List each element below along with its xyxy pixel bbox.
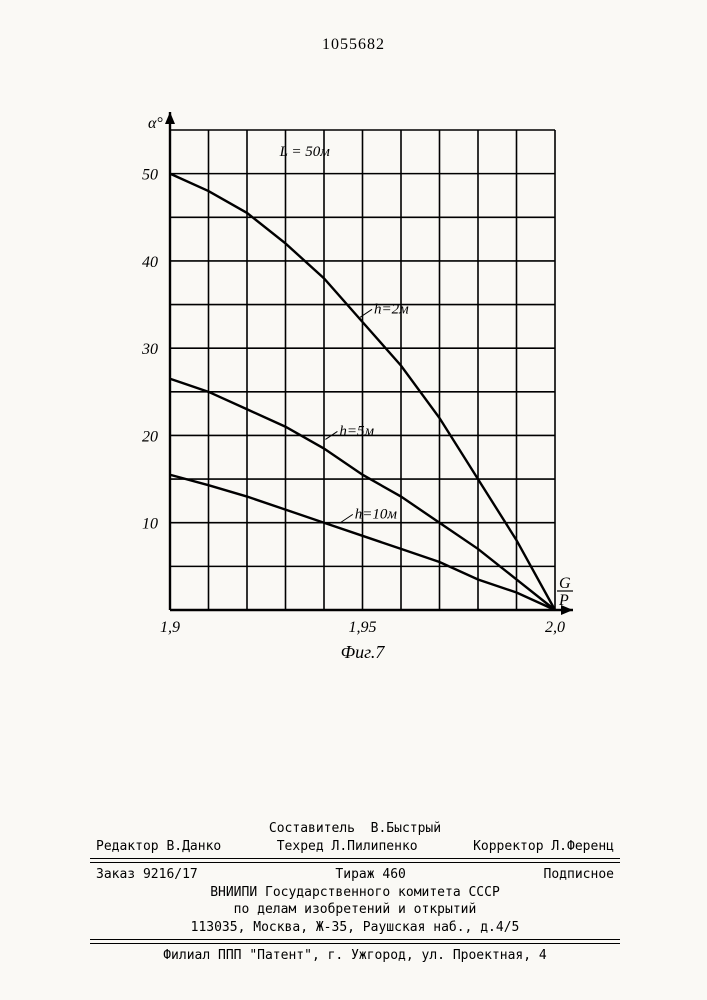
svg-text:10: 10 xyxy=(142,516,158,533)
svg-text:α°: α° xyxy=(148,115,163,132)
corrector-label: Корректор xyxy=(473,839,543,854)
branch-line: Филиал ППП "Патент", г. Ужгород, ул. Про… xyxy=(90,947,620,965)
tirazh-num: 460 xyxy=(382,867,405,882)
svg-text:h=5м: h=5м xyxy=(339,423,374,439)
techred-name: Л.Пилипенко xyxy=(332,839,418,854)
svg-text:1,9: 1,9 xyxy=(160,619,180,636)
order-num: 9216/17 xyxy=(143,867,198,882)
corrector-name: Л.Ференц xyxy=(551,839,614,854)
svg-text:Фиг.7: Фиг.7 xyxy=(341,642,386,662)
svg-text:G: G xyxy=(559,575,571,592)
svg-text:1,95: 1,95 xyxy=(349,619,377,636)
compiler-name: В.Быстрый xyxy=(371,821,441,836)
order-label: Заказ xyxy=(96,867,135,882)
svg-text:30: 30 xyxy=(141,341,158,358)
svg-text:50: 50 xyxy=(142,167,158,184)
compiler-label: Составитель xyxy=(269,821,355,836)
svg-text:20: 20 xyxy=(142,428,158,445)
podpisnoe: Подписное xyxy=(544,866,614,884)
svg-text:L = 50м: L = 50м xyxy=(279,144,331,160)
svg-text:h=10м: h=10м xyxy=(355,506,398,522)
footer-block: Составитель В.Быстрый Редактор В.Данко Т… xyxy=(90,820,620,965)
techred-label: Техред xyxy=(277,839,324,854)
svg-text:P: P xyxy=(558,592,569,609)
addr-line: 113035, Москва, Ж-35, Раушская наб., д.4… xyxy=(90,919,620,937)
svg-text:40: 40 xyxy=(142,254,158,271)
org-line-2: по делам изобретений и открытий xyxy=(90,901,620,919)
document-number: 1055682 xyxy=(0,36,707,54)
editor-name: В.Данко xyxy=(166,839,221,854)
chart: 10 20 30 40 50 1,9 1,95 2,0 α° GP L = 50м h=2м h=5м h… xyxy=(115,100,585,680)
tirazh-label: Тираж xyxy=(335,867,374,882)
svg-text:h=2м: h=2м xyxy=(374,301,409,317)
svg-text:2,0: 2,0 xyxy=(545,619,565,636)
editor-label: Редактор xyxy=(96,839,159,854)
org-line-1: ВНИИПИ Государственного комитета СССР xyxy=(90,884,620,902)
